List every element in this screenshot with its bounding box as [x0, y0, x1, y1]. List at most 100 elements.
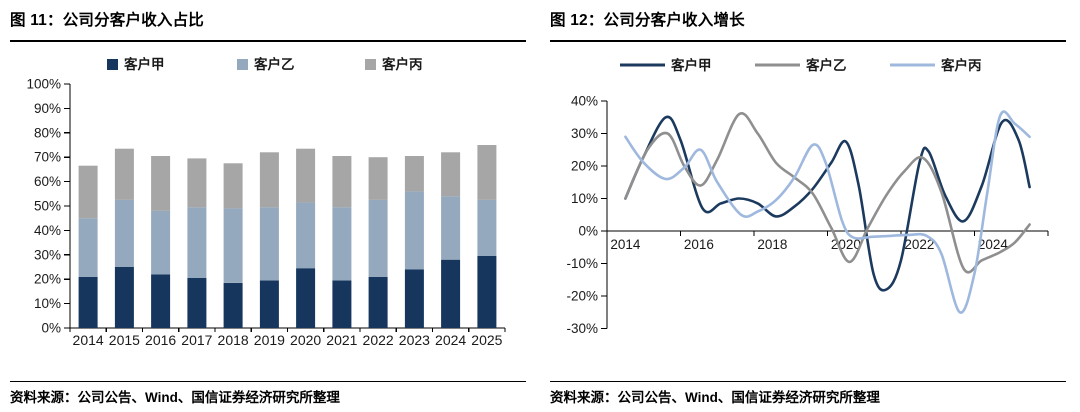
- bar-segment-2018-客户甲: [223, 282, 243, 328]
- y-tick-label: 60%: [34, 174, 61, 189]
- x-tick-label: 2020: [831, 237, 861, 252]
- legend-swatch-icon: [107, 59, 118, 70]
- x-tick-label: 2015: [109, 332, 140, 348]
- bar-segment-2020-客户甲: [296, 268, 316, 328]
- x-tick-label: 2016: [684, 237, 714, 252]
- chart1-source: 资料来源：公司公告、Wind、国信证券经济研究所整理: [10, 390, 340, 405]
- series-line-客户乙: [624, 112, 1031, 274]
- x-tick-label: 2019: [254, 332, 285, 348]
- series-line-客户甲: [624, 115, 1031, 292]
- bar-segment-2018-客户丙: [223, 163, 243, 209]
- bar-segment-2023-客户甲: [404, 269, 424, 328]
- x-tick-label: 2024: [978, 237, 1009, 252]
- bar-segment-2020-客户丙: [296, 148, 316, 203]
- x-tick-label: 2024: [435, 332, 466, 348]
- x-tick-label: 2022: [904, 237, 934, 252]
- x-tick-label: 2014: [610, 237, 641, 252]
- bar-segment-2017-客户丙: [187, 158, 207, 208]
- bar-segment-2019-客户甲: [259, 280, 279, 328]
- y-tick-label: 10%: [34, 296, 61, 311]
- legend-swatch-icon: [365, 59, 376, 70]
- legend-label: 客户乙: [805, 57, 847, 73]
- y-tick-label: 20%: [34, 272, 61, 287]
- y-tick-label: 20%: [571, 159, 598, 174]
- bar-segment-2025-客户乙: [477, 199, 497, 256]
- y-tick-label: -10%: [566, 256, 598, 271]
- bar-segment-2022-客户甲: [368, 276, 388, 328]
- x-tick-label: 2021: [326, 332, 357, 348]
- x-tick-label: 2022: [363, 332, 394, 348]
- line-chart-svg: 客户甲 客户乙 客户丙 40% 30% 20% 10% 0% -10% -20% -30% 2014 2…: [566, 57, 1049, 336]
- bar-segment-2016-客户甲: [151, 274, 171, 328]
- y-tick-label: 70%: [34, 150, 61, 165]
- chart2-title: 图 12：公司分客户收入增长: [550, 12, 745, 29]
- bar-segment-2023-客户丙: [404, 156, 424, 192]
- legend-label: 客户甲: [670, 57, 712, 73]
- bar-segment-2021-客户丙: [332, 156, 352, 208]
- y-tick-label: 50%: [34, 199, 61, 214]
- legend-swatch-icon: [237, 59, 248, 70]
- bar-segment-2015-客户甲: [114, 267, 134, 328]
- x-tick-label: 2025: [471, 332, 502, 348]
- bar-segment-2014-客户乙: [78, 218, 98, 277]
- y-tick-label: 30%: [571, 126, 598, 141]
- stacked-bar-chart: 客户甲 客户乙 客户丙 0% 10% 20% 30% 40% 50% 60% 70% 80% 90% 10…: [0, 44, 540, 376]
- chart2-top-rule: [550, 40, 1066, 42]
- legend-label: 客户丙: [381, 56, 423, 72]
- legend-label: 客户乙: [253, 56, 295, 72]
- y-tick-label: 90%: [34, 101, 61, 116]
- y-tick-label: 80%: [34, 125, 61, 140]
- line-chart: 客户甲 客户乙 客户丙 40% 30% 20% 10% 0% -10% -20% -30% 2014 2…: [540, 44, 1080, 376]
- chart1-top-rule: [10, 40, 526, 42]
- legend-label: 客户丙: [940, 57, 982, 73]
- bar-segment-2017-客户乙: [187, 207, 207, 278]
- y-tick-label: -20%: [566, 289, 598, 304]
- bar-segment-2020-客户乙: [296, 202, 316, 269]
- bar-segment-2019-客户乙: [259, 207, 279, 281]
- bar-chart-svg: 客户甲 客户乙 客户丙 0% 10% 20% 30% 40% 50% 60% 70% 80% 90% 10…: [26, 56, 506, 348]
- x-tick-label: 2020: [290, 332, 321, 348]
- bar-segment-2022-客户丙: [368, 157, 388, 200]
- bar-segment-2018-客户乙: [223, 208, 243, 283]
- bar-segment-2024-客户丙: [441, 152, 461, 197]
- legend-label: 客户甲: [123, 56, 165, 72]
- chart2-bottom-rule: [550, 381, 1066, 382]
- x-tick-label: 2023: [399, 332, 430, 348]
- bar-segment-2015-客户丙: [114, 148, 134, 200]
- bar-segment-2025-客户甲: [477, 256, 497, 328]
- bar-segment-2022-客户乙: [368, 199, 388, 277]
- panel-figure-12: 图 12：公司分客户收入增长 客户甲 客户乙 客户丙 40% 30% 20% 10% 0% -1…: [540, 0, 1080, 412]
- bar-segment-2016-客户丙: [151, 156, 171, 211]
- y-tick-label: 10%: [571, 191, 598, 206]
- y-tick-label: 0%: [578, 224, 598, 239]
- bar-segment-2014-客户甲: [78, 276, 98, 328]
- series-line-客户丙: [624, 110, 1031, 314]
- bar-segment-2016-客户乙: [151, 210, 171, 275]
- y-tick-label: 40%: [571, 94, 598, 109]
- panel-figure-11: 图 11：公司分客户收入占比 客户甲 客户乙 客户丙 0% 10% 20% 30% 40% 50…: [0, 12, 540, 405]
- x-tick-label: 2017: [181, 332, 212, 348]
- x-tick-label: 2016: [145, 332, 176, 348]
- y-tick-label: 0%: [41, 321, 61, 336]
- y-tick-label: 100%: [26, 77, 61, 92]
- chart1-title: 图 11：公司分客户收入占比: [10, 12, 204, 29]
- x-tick-label: 2018: [218, 332, 249, 348]
- x-tick-label: 2014: [73, 332, 104, 348]
- bar-segment-2023-客户乙: [404, 191, 424, 270]
- bar-segment-2024-客户甲: [441, 259, 461, 328]
- bar-segment-2021-客户乙: [332, 207, 352, 281]
- y-tick-label: 30%: [34, 247, 61, 262]
- bar-segment-2019-客户丙: [259, 152, 279, 208]
- chart1-bottom-rule: [10, 381, 526, 382]
- bar-segment-2014-客户丙: [78, 165, 98, 219]
- bar-segment-2015-客户乙: [114, 199, 134, 267]
- chart2-source: 资料来源：公司公告、Wind、国信证券经济研究所整理: [550, 390, 880, 405]
- bar-segment-2021-客户甲: [332, 280, 352, 328]
- x-tick-label: 2018: [757, 237, 787, 252]
- bar-segment-2024-客户乙: [441, 196, 461, 260]
- y-tick-label: -30%: [566, 321, 598, 336]
- bar-segment-2017-客户甲: [187, 278, 207, 328]
- y-tick-label: 40%: [34, 223, 61, 238]
- bar-segment-2025-客户丙: [477, 145, 497, 200]
